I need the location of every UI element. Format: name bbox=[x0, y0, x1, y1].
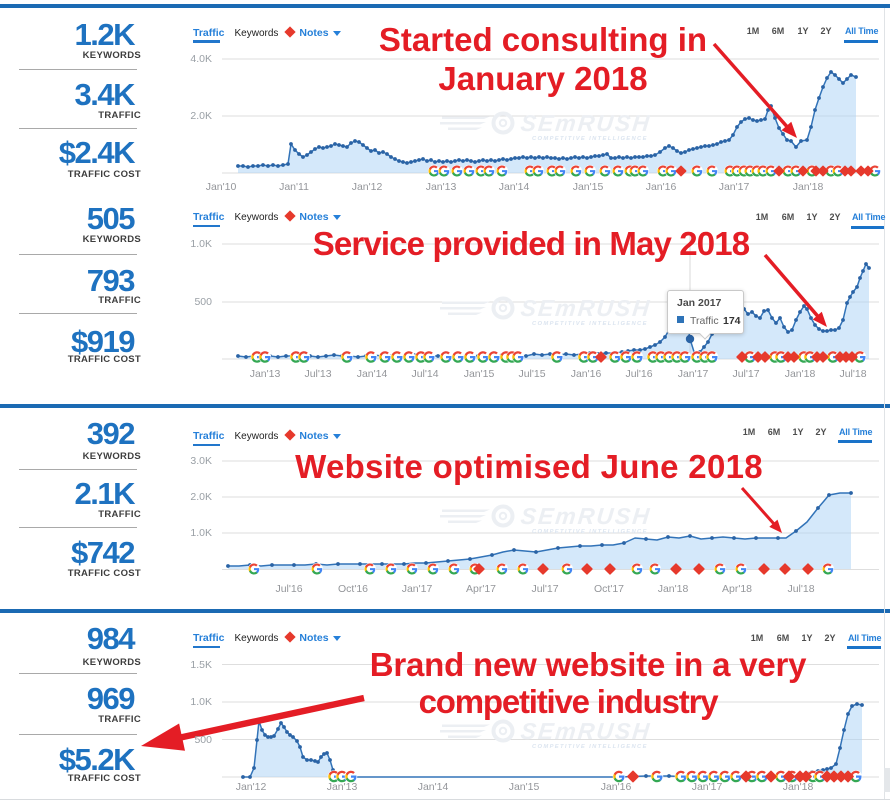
svg-text:SEmRUSH: SEmRUSH bbox=[519, 503, 652, 529]
svg-text:COMPETITIVE INTELLIGENCE: COMPETITIVE INTELLIGENCE bbox=[532, 321, 648, 327]
svg-text:SEmRUSH: SEmRUSH bbox=[519, 110, 652, 136]
svg-text:COMPETITIVE INTELLIGENCE: COMPETITIVE INTELLIGENCE bbox=[532, 529, 648, 535]
svg-text:COMPETITIVE INTELLIGENCE: COMPETITIVE INTELLIGENCE bbox=[532, 136, 648, 142]
svg-text:COMPETITIVE INTELLIGENCE: COMPETITIVE INTELLIGENCE bbox=[532, 744, 648, 750]
svg-text:SEmRUSH: SEmRUSH bbox=[519, 718, 652, 744]
svg-text:SEmRUSH: SEmRUSH bbox=[519, 295, 652, 321]
